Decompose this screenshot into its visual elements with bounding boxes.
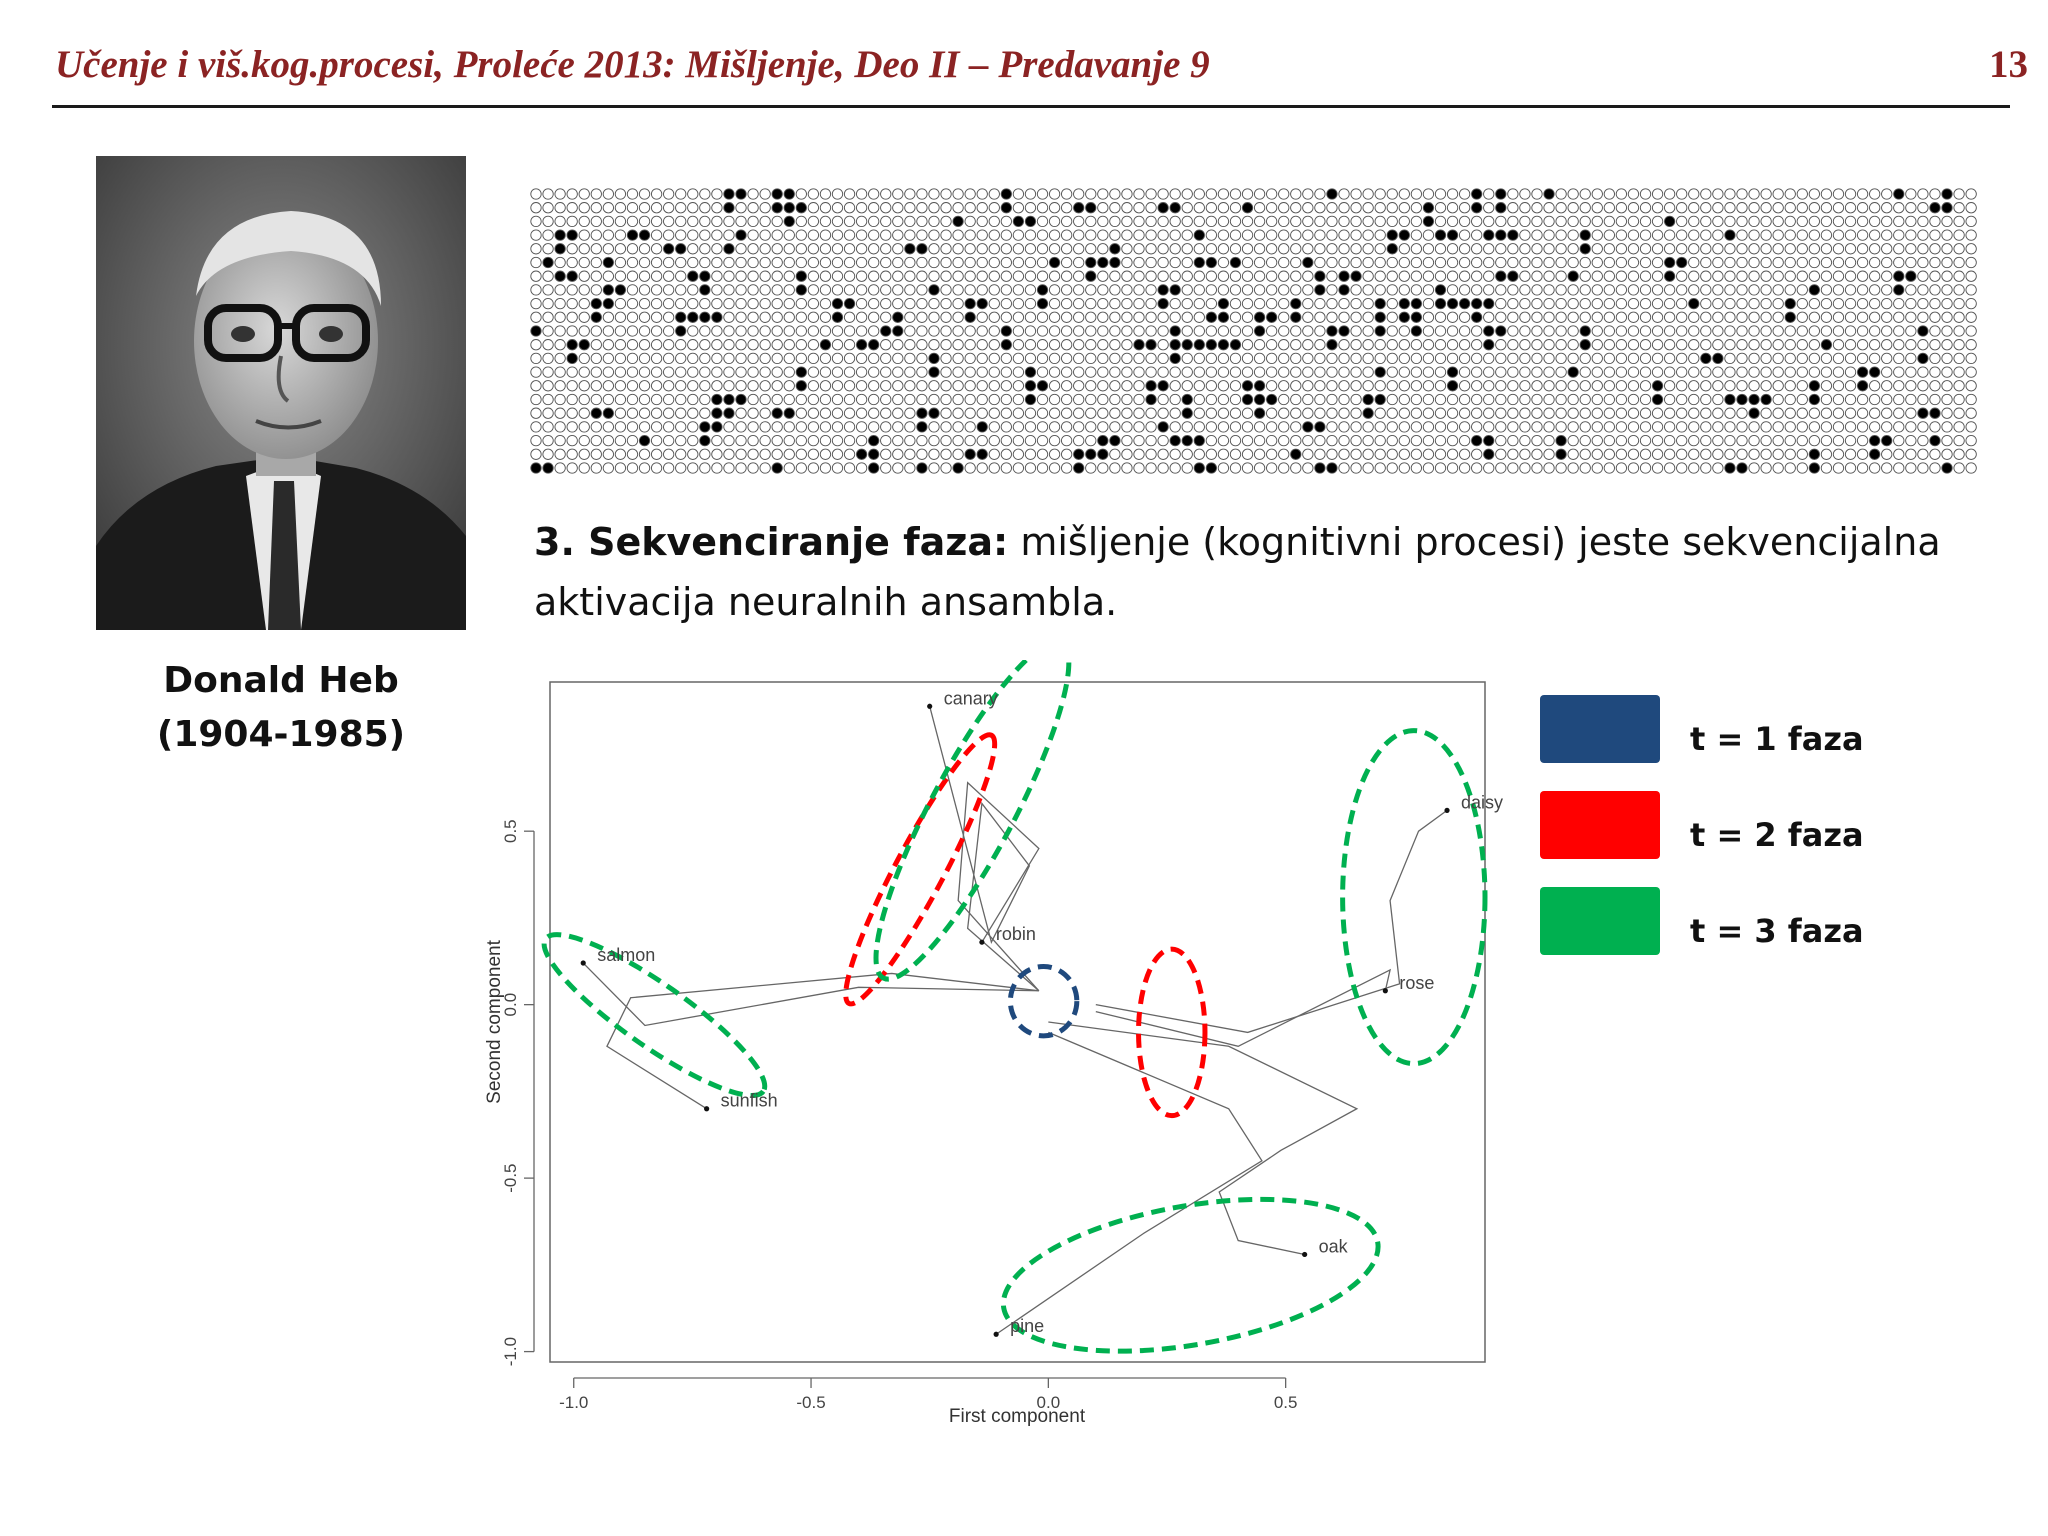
trajectory-line-3 bbox=[582, 962, 1039, 1027]
person-name: Donald Heb bbox=[163, 660, 399, 701]
point-pine bbox=[993, 1331, 999, 1337]
point-canary bbox=[927, 703, 933, 709]
phase-3-ellipse-5 bbox=[1340, 728, 1488, 1067]
point-label-oak: oak bbox=[1319, 1236, 1349, 1256]
phase-2-ellipse-1 bbox=[843, 732, 998, 1007]
x-tick-label: 0.0 bbox=[1037, 1393, 1061, 1412]
point-body: mišljenje (kognitivni procesi) jeste sek… bbox=[534, 520, 1941, 624]
trajectory-line-4 bbox=[1095, 809, 1448, 1034]
header-divider bbox=[52, 105, 2010, 108]
point-robin bbox=[979, 939, 985, 945]
x-tick-label: 0.5 bbox=[1274, 1393, 1298, 1412]
point-label-rose: rose bbox=[1399, 973, 1434, 993]
point-salmon bbox=[580, 960, 586, 966]
point-label: 3. Sekvenciranje faza: bbox=[534, 520, 1009, 564]
page-number: 13 bbox=[1989, 43, 2028, 86]
trajectory-line-6 bbox=[1048, 1021, 1359, 1256]
phase-3-ellipse-4 bbox=[541, 932, 768, 1098]
point-oak bbox=[1302, 1251, 1308, 1258]
x-tick-label: -1.0 bbox=[559, 1393, 588, 1412]
phase-legend: t = 1 faza t = 2 faza t = 3 faza bbox=[1540, 690, 1940, 990]
trajectory-line-0 bbox=[929, 706, 1040, 992]
portrait-caption: Donald Heb (1904-1985) bbox=[96, 654, 466, 762]
trajectory-line-1 bbox=[957, 781, 1040, 992]
phase-1-ellipse-0 bbox=[1007, 963, 1080, 1039]
phase-3-ellipse-6 bbox=[1000, 1196, 1381, 1354]
point-label-pine: pine bbox=[1010, 1316, 1044, 1336]
legend-label-phase-1: t = 1 faza bbox=[1690, 720, 1864, 758]
point-rose bbox=[1382, 988, 1388, 994]
phase-3-ellipse-3 bbox=[873, 660, 1072, 982]
legend-item-phase-3: t = 3 faza bbox=[1540, 882, 1940, 955]
trajectory-chart: canary robin salmon sunfish daisy rose oak pine… bbox=[484, 660, 1503, 1427]
trajectory-line-7 bbox=[995, 1031, 1263, 1335]
y-axis-label: Second component bbox=[484, 939, 505, 1103]
trajectory-line-2 bbox=[606, 972, 1039, 1110]
y-tick-label: 0.5 bbox=[501, 819, 520, 843]
legend-label-phase-3: t = 3 faza bbox=[1690, 912, 1864, 950]
legend-item-phase-1: t = 1 faza bbox=[1540, 690, 1940, 763]
point-sunfish bbox=[704, 1106, 710, 1112]
point-label-daisy: daisy bbox=[1461, 792, 1503, 812]
x-axis-label: First component bbox=[949, 1406, 1086, 1427]
point-label-canary: canary bbox=[944, 688, 998, 708]
y-tick-label: -0.5 bbox=[501, 1163, 520, 1192]
phase-2-ellipse-2 bbox=[1136, 946, 1208, 1119]
y-tick-label: -1.0 bbox=[501, 1337, 520, 1366]
point-3-text: 3. Sekvenciranje faza: mišljenje (kognit… bbox=[534, 512, 2014, 632]
legend-label-phase-2: t = 2 faza bbox=[1690, 816, 1864, 854]
plot-frame bbox=[549, 681, 1486, 1363]
point-label-salmon: salmon bbox=[597, 945, 655, 965]
point-label-sunfish: sunfish bbox=[721, 1091, 778, 1111]
point-label-robin: robin bbox=[996, 924, 1036, 944]
legend-swatch-phase-2 bbox=[1540, 791, 1660, 859]
x-tick-label: -0.5 bbox=[796, 1393, 825, 1412]
slide-title: Učenje i viš.kog.procesi, Proleće 2013: … bbox=[55, 43, 1210, 86]
legend-item-phase-2: t = 2 faza bbox=[1540, 786, 1940, 859]
person-years: (1904-1985) bbox=[156, 714, 406, 755]
point-daisy bbox=[1444, 807, 1450, 813]
legend-swatch-phase-3 bbox=[1540, 887, 1660, 955]
portrait-photo bbox=[96, 156, 466, 630]
activation-grid-image bbox=[530, 188, 1977, 474]
y-tick-label: 0.0 bbox=[501, 993, 520, 1017]
trajectory-line-5 bbox=[1095, 968, 1392, 1047]
legend-swatch-phase-1 bbox=[1540, 695, 1660, 763]
